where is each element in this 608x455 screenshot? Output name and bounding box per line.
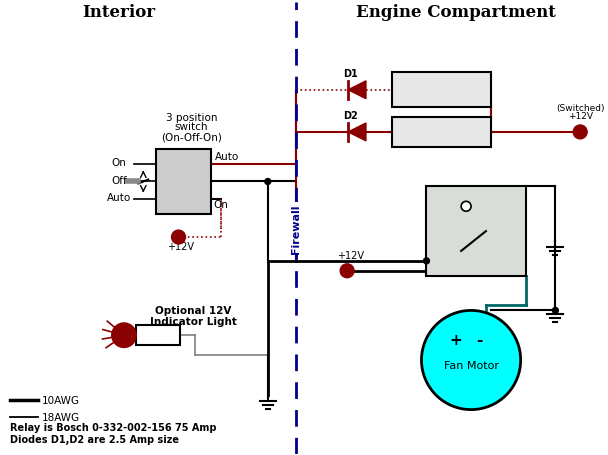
Circle shape: [171, 231, 185, 244]
Text: +: +: [450, 333, 463, 347]
Bar: [156, 150, 211, 214]
Text: Diodes D1,D2 are 2.5 Amp size: Diodes D1,D2 are 2.5 Amp size: [10, 435, 179, 445]
Text: 87: 87: [512, 265, 523, 274]
Circle shape: [421, 311, 520, 410]
Text: Engine Compartment: Engine Compartment: [356, 4, 556, 21]
Text: +12V: +12V: [337, 250, 364, 260]
Bar: [136, 326, 181, 345]
Circle shape: [461, 202, 471, 212]
Text: 30: 30: [429, 265, 440, 274]
Bar: [392, 118, 491, 147]
Text: Auto: Auto: [106, 193, 131, 203]
Text: (Switched): (Switched): [556, 104, 604, 113]
Text: Fan Motor: Fan Motor: [444, 360, 499, 370]
Text: 86: 86: [429, 189, 440, 198]
Circle shape: [265, 179, 271, 185]
Text: (On-Off-On): (On-Off-On): [161, 132, 222, 142]
Text: switch: switch: [174, 122, 208, 132]
Circle shape: [424, 258, 429, 264]
Circle shape: [573, 126, 587, 140]
Text: 3 position: 3 position: [165, 112, 217, 122]
Text: D2: D2: [343, 111, 358, 121]
Text: 10AWG: 10AWG: [42, 395, 80, 405]
Text: 85: 85: [512, 189, 523, 198]
Text: +12V: +12V: [568, 112, 593, 121]
Text: Relay: Relay: [460, 227, 492, 239]
Text: Off: Off: [112, 175, 127, 185]
Text: Power: Power: [458, 212, 494, 225]
Text: 18AWG: 18AWG: [42, 412, 80, 422]
Text: Temp switch: Temp switch: [411, 128, 472, 137]
Text: +12V: +12V: [167, 242, 194, 251]
Circle shape: [553, 308, 558, 313]
Circle shape: [340, 264, 354, 278]
Text: Auto: Auto: [215, 152, 239, 162]
Text: On: On: [112, 157, 126, 167]
Polygon shape: [348, 81, 366, 100]
Circle shape: [112, 324, 136, 347]
Text: On: On: [214, 200, 229, 210]
Text: -: -: [476, 333, 482, 347]
Text: (blk/yel wire): (blk/yel wire): [412, 89, 471, 97]
Bar: [426, 187, 526, 276]
Text: Interior: Interior: [83, 4, 156, 21]
Text: Indicator Light: Indicator Light: [150, 317, 237, 327]
Text: Firewall: Firewall: [291, 204, 300, 253]
Text: Optional 12V: Optional 12V: [155, 306, 232, 316]
Text: A/C clutch: A/C clutch: [416, 76, 466, 86]
Text: D1: D1: [343, 69, 358, 79]
Bar: [392, 73, 491, 108]
Polygon shape: [348, 124, 366, 142]
Text: Relay is Bosch 0-332-002-156 75 Amp: Relay is Bosch 0-332-002-156 75 Amp: [10, 423, 216, 432]
